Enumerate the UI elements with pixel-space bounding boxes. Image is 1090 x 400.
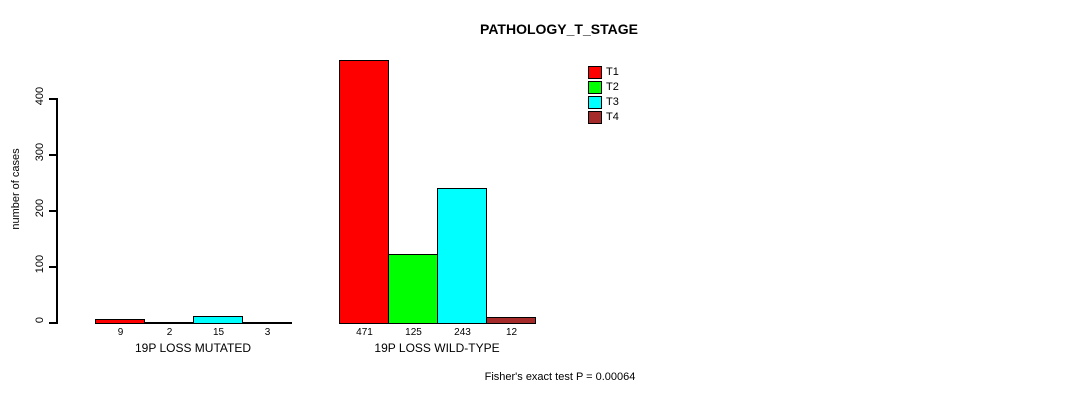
bar-t3-2	[437, 188, 487, 324]
legend-label: T2	[606, 81, 619, 93]
category-label: 19P LOSS MUTATED	[134, 341, 252, 355]
legend-label: T3	[606, 96, 619, 108]
y-tick	[49, 266, 56, 268]
y-tick-label: 100	[34, 254, 46, 274]
bar-t2-1	[144, 322, 194, 324]
legend-swatch-t1	[588, 66, 602, 79]
legend-swatch-t4	[588, 111, 602, 124]
bar-value-label: 2	[166, 327, 173, 338]
y-tick-label: 300	[34, 142, 46, 162]
bar-t1-2	[339, 60, 389, 324]
bar-t3-1	[193, 316, 243, 324]
bar-value-label: 125	[405, 327, 422, 338]
bar-value-label: 15	[212, 327, 225, 338]
bar-value-label: 9	[117, 327, 124, 338]
y-tick	[49, 210, 56, 212]
bar-value-label: 12	[505, 327, 518, 338]
bar-value-label: 471	[356, 327, 373, 338]
stat-annotation: Fisher's exact test P = 0.00064	[484, 371, 636, 383]
legend-label: T1	[606, 66, 619, 78]
y-axis	[56, 98, 58, 324]
bar-t4-1	[242, 322, 292, 324]
legend-swatch-t2	[588, 81, 602, 94]
y-tick-label: 400	[34, 86, 46, 106]
y-tick	[49, 98, 56, 100]
bar-value-label: 243	[454, 327, 471, 338]
bar-value-label: 3	[264, 327, 271, 338]
bar-t4-2	[486, 317, 536, 324]
chart-title: PATHOLOGY_T_STAGE	[480, 21, 638, 37]
y-tick-label: 200	[34, 198, 46, 218]
y-tick	[49, 154, 56, 156]
y-tick	[49, 322, 56, 324]
bar-t1-1	[95, 319, 145, 324]
bar-t2-2	[388, 254, 438, 324]
category-label: 19P LOSS WILD-TYPE	[374, 341, 500, 355]
legend-swatch-t3	[588, 96, 602, 109]
y-tick-label: 0	[34, 316, 46, 324]
legend-label: T4	[606, 111, 619, 123]
